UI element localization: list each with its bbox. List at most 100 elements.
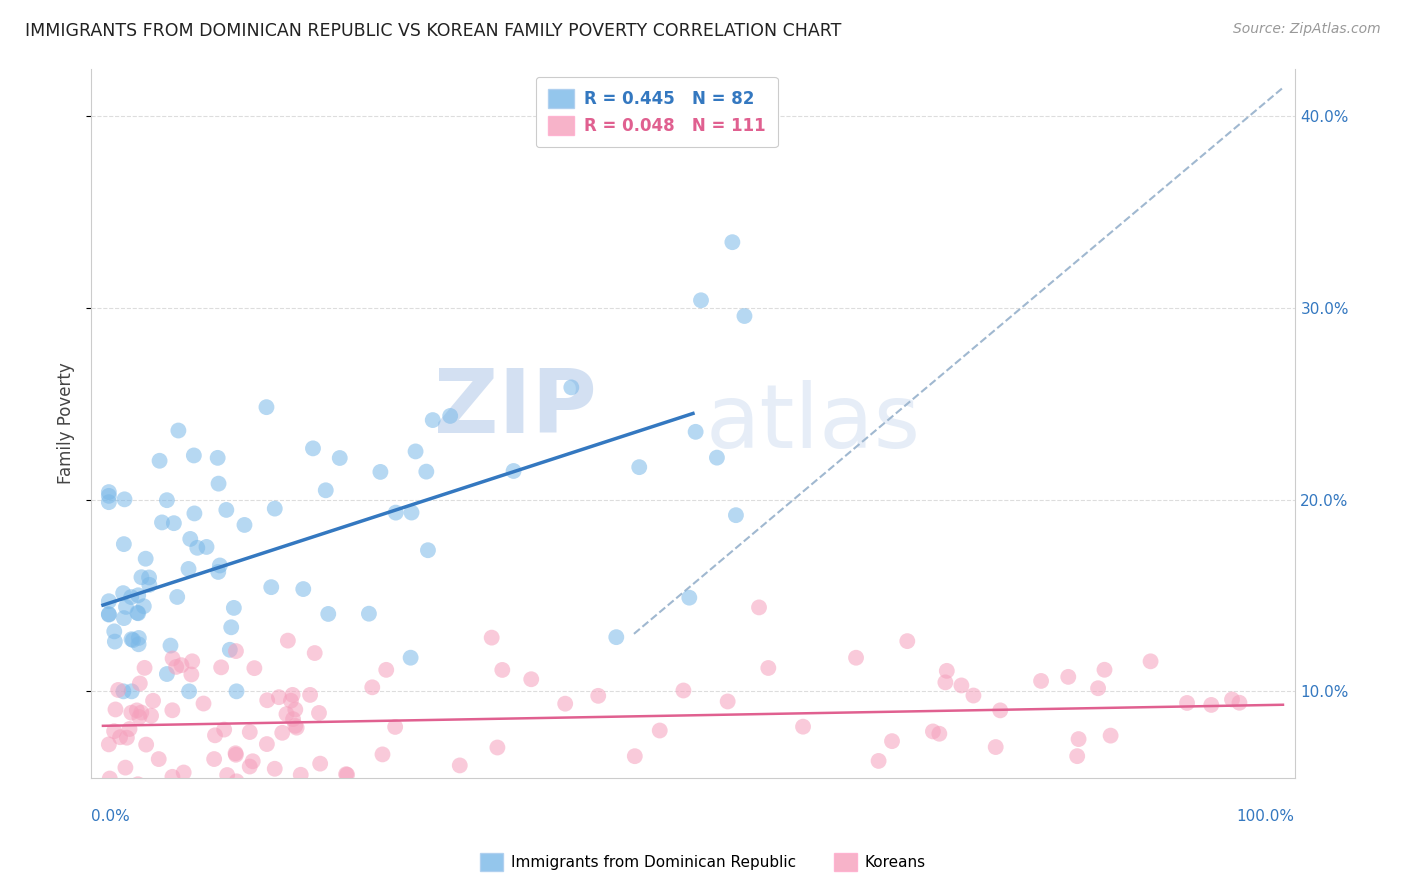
Point [132, 791, 155, 805]
Point [276, 707, 298, 722]
Point [138, 570, 160, 584]
Point [103, 724, 125, 739]
Point [271, 726, 294, 740]
Point [112, 586, 135, 600]
Point [163, 516, 186, 531]
Point [934, 675, 956, 690]
Point [127, 777, 149, 791]
Point [868, 754, 890, 768]
Point [202, 752, 225, 766]
Point [97, 607, 120, 622]
Point [1220, 692, 1243, 706]
Point [207, 450, 229, 465]
Point [97, 495, 120, 509]
Point [108, 730, 131, 744]
Text: 100.0%: 100.0% [1237, 809, 1295, 824]
Point [439, 409, 461, 423]
Point [1066, 749, 1088, 764]
Point [297, 793, 319, 807]
Point [215, 503, 238, 517]
Point [170, 658, 193, 673]
Point [845, 650, 868, 665]
Point [125, 703, 148, 717]
Point [183, 449, 205, 463]
Point [285, 721, 308, 735]
Point [162, 770, 184, 784]
Point [628, 460, 651, 475]
Point [186, 541, 208, 555]
Point [384, 506, 406, 520]
Point [370, 465, 392, 479]
Point [128, 631, 150, 645]
Point [127, 588, 149, 602]
Point [309, 756, 332, 771]
Point [422, 413, 444, 427]
Point [156, 493, 179, 508]
Point [120, 706, 142, 720]
Point [336, 768, 359, 782]
Point [225, 684, 247, 698]
Point [131, 570, 153, 584]
Point [690, 293, 713, 308]
Point [335, 767, 357, 781]
Point [256, 400, 278, 414]
Point [173, 765, 195, 780]
Point [135, 738, 157, 752]
Point [277, 633, 299, 648]
Point [225, 644, 247, 658]
Point [950, 678, 973, 692]
Point [375, 663, 398, 677]
Point [225, 774, 247, 789]
Point [132, 599, 155, 614]
Point [256, 737, 278, 751]
Point [180, 667, 202, 681]
Point [329, 450, 352, 465]
Point [415, 465, 437, 479]
Point [290, 768, 312, 782]
Point [263, 501, 285, 516]
Point [115, 731, 138, 745]
Point [97, 607, 120, 621]
Point [308, 706, 330, 720]
Point [449, 758, 471, 772]
Point [218, 642, 240, 657]
Point [127, 606, 149, 620]
Point [121, 684, 143, 698]
Point [148, 454, 170, 468]
Point [1139, 654, 1161, 668]
Point [256, 693, 278, 707]
Text: atlas: atlas [706, 380, 921, 467]
Point [112, 684, 135, 698]
Point [896, 634, 918, 648]
Point [179, 532, 201, 546]
Point [706, 450, 728, 465]
Point [520, 672, 543, 686]
Point [361, 681, 384, 695]
Point [195, 540, 218, 554]
Point [115, 599, 138, 614]
Point [98, 772, 121, 786]
Point [357, 607, 380, 621]
Point [1052, 783, 1074, 797]
Point [928, 727, 950, 741]
Point [150, 516, 173, 530]
Point [267, 690, 290, 705]
Point [962, 689, 984, 703]
Point [748, 600, 770, 615]
Point [207, 476, 229, 491]
Point [935, 664, 957, 678]
Point [162, 703, 184, 717]
Point [292, 582, 315, 596]
Point [183, 507, 205, 521]
Point [572, 784, 595, 798]
Point [984, 740, 1007, 755]
Point [233, 517, 256, 532]
Point [204, 728, 226, 742]
Point [302, 442, 325, 456]
Point [922, 724, 945, 739]
Point [177, 562, 200, 576]
Point [502, 464, 524, 478]
Point [316, 607, 339, 621]
Text: Source: ZipAtlas.com: Source: ZipAtlas.com [1233, 22, 1381, 37]
Point [1029, 673, 1052, 688]
